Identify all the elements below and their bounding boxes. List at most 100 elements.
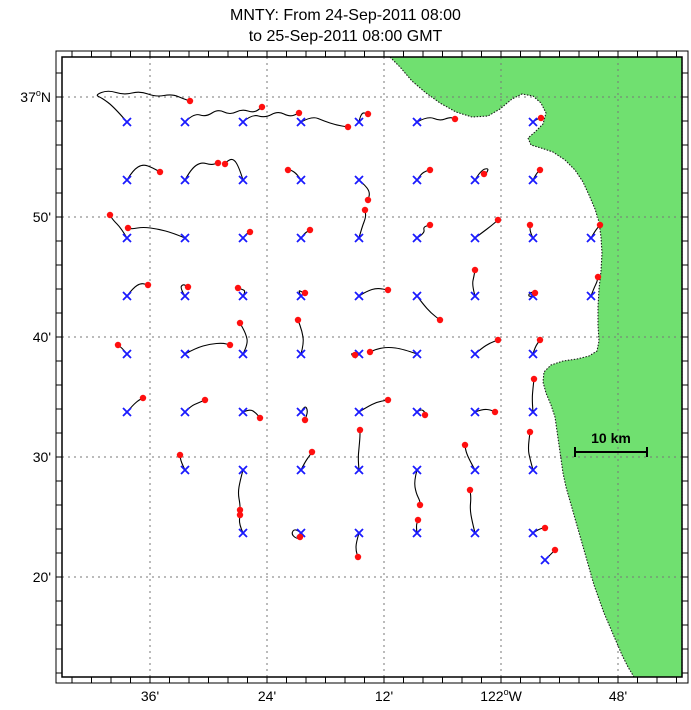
start-x-marker (122, 117, 132, 127)
start-x-marker (354, 465, 364, 475)
start-x-marker (470, 465, 480, 475)
drifter-track (124, 224, 190, 243)
end-dot (106, 211, 114, 219)
trajectory-path (126, 164, 161, 181)
start-x-marker (180, 175, 190, 185)
drifter-track (296, 406, 309, 424)
start-x-marker (238, 465, 248, 475)
end-dot (596, 221, 604, 229)
trajectory-path (416, 117, 456, 123)
end-dot (301, 289, 309, 297)
end-dot (186, 97, 194, 105)
drifter-track (586, 221, 604, 243)
end-dot (364, 110, 372, 118)
drifter-track (354, 528, 364, 561)
drifter-track (466, 486, 480, 538)
end-dot (294, 316, 302, 324)
start-x-marker (296, 233, 306, 243)
start-x-marker (180, 117, 190, 127)
start-x-marker (412, 407, 422, 417)
end-dot (234, 284, 242, 292)
drifter-track (412, 291, 444, 324)
trajectory-path (474, 339, 499, 355)
end-dot (221, 160, 229, 168)
trajectory-path (469, 489, 476, 534)
trajectory-path (531, 378, 535, 413)
trajectory-path (590, 276, 599, 297)
end-dot (416, 501, 424, 509)
start-x-marker (180, 465, 190, 475)
start-x-marker (528, 175, 538, 185)
trajectory-path (184, 342, 231, 355)
start-x-marker (354, 117, 364, 127)
drifter-track (528, 289, 539, 301)
drifter-track (354, 175, 372, 204)
x-tick-label: 36' (141, 688, 159, 704)
end-dot (184, 283, 192, 291)
end-dot (426, 221, 434, 229)
drifter-track (354, 396, 392, 417)
drifter-track (526, 221, 538, 243)
end-dot (426, 166, 434, 174)
drifter-track (176, 451, 190, 475)
start-x-marker (296, 465, 306, 475)
start-x-marker (238, 291, 248, 301)
start-x-marker (296, 175, 306, 185)
inner-frame (61, 56, 683, 678)
end-dot (139, 394, 147, 402)
start-x-marker (296, 117, 306, 127)
end-dot (308, 448, 316, 456)
drifter-track (528, 166, 544, 185)
start-x-marker (412, 465, 422, 475)
drifter-track (291, 528, 306, 541)
drifter-track (296, 117, 352, 131)
end-dot (258, 103, 266, 111)
drifter-track (528, 375, 538, 417)
end-dot (536, 336, 544, 344)
start-x-marker (528, 117, 538, 127)
drifter-track (412, 115, 459, 127)
end-dot (384, 286, 392, 294)
start-x-marker (412, 349, 422, 359)
trajectory-path (184, 106, 263, 123)
end-dot (295, 109, 303, 117)
y-tick-label: 20' (33, 569, 51, 585)
drifter-track (114, 341, 132, 359)
start-x-marker (528, 465, 538, 475)
drifter-track (221, 158, 248, 185)
drifter-track (354, 206, 369, 243)
drifter-track (412, 166, 434, 185)
axis-labels: 37oN 50' 40' 30' 20' 36' 24' 12' 122oW 48' (20, 88, 627, 704)
trajectory-path (109, 214, 128, 239)
end-dot (480, 170, 488, 178)
start-x-marker (122, 349, 132, 359)
trajectory-path (300, 117, 349, 128)
drifter-track (238, 228, 254, 243)
drifter-track (461, 441, 480, 475)
end-dot (351, 351, 359, 359)
trajectory-path (180, 284, 189, 297)
drifter-track (540, 546, 559, 565)
end-dot (466, 486, 474, 494)
end-dot (494, 216, 502, 224)
end-dot (471, 266, 479, 274)
drifter-track (236, 511, 248, 538)
end-dot (537, 114, 545, 122)
trajectory-path (242, 112, 300, 123)
start-x-marker (354, 175, 364, 185)
title-line-1: MNTY: From 24-Sep-2011 08:00 (230, 7, 461, 24)
land-polygon (388, 56, 683, 678)
figure-title: MNTY: From 24-Sep-2011 08:00 to 25-Sep-2… (0, 5, 691, 47)
start-x-marker (238, 175, 248, 185)
drifter-track (180, 159, 222, 185)
trajectory-path (355, 532, 360, 558)
title-line-2: to 25-Sep-2011 08:00 GMT (248, 28, 443, 46)
trajectory-path (528, 291, 536, 297)
drifter-track (122, 164, 164, 185)
trajectory-path (358, 209, 367, 239)
end-dot (451, 115, 459, 123)
start-x-marker (540, 555, 550, 565)
drifter-track (586, 273, 602, 301)
drifter-track (354, 286, 392, 301)
